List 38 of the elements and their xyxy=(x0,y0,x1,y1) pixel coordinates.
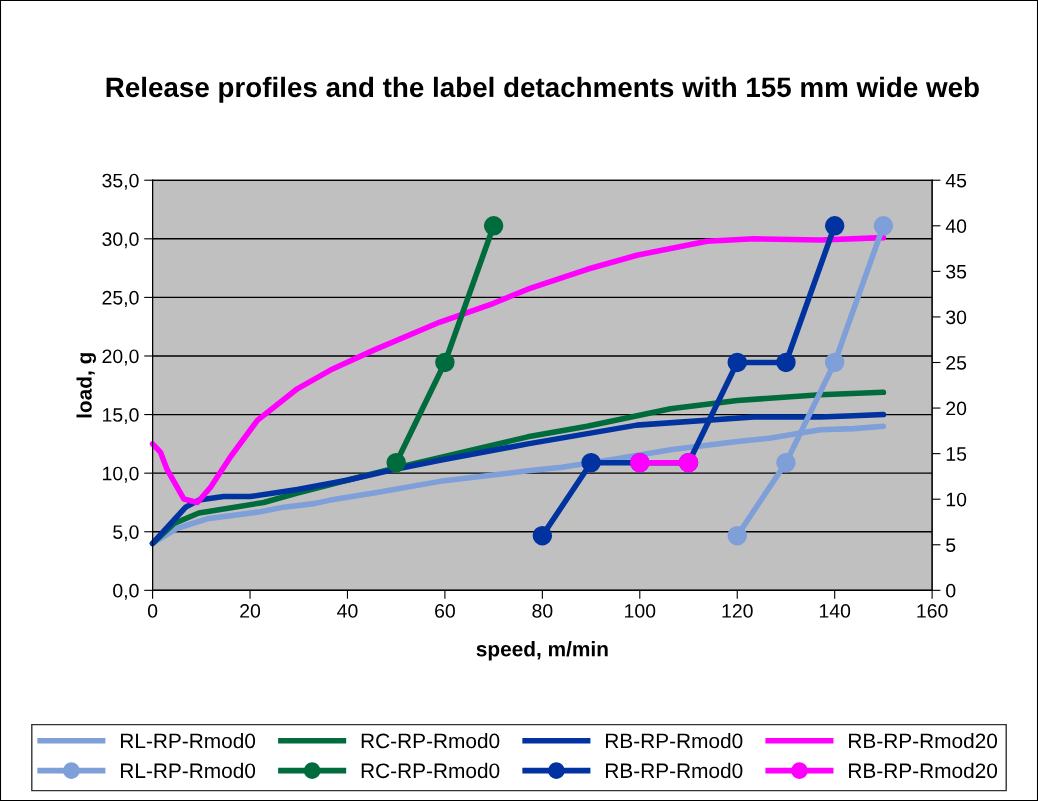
y-axis-title: load, g xyxy=(76,353,96,418)
y-tick-label: 10,0 xyxy=(103,466,139,483)
y-tick-label: 35,0 xyxy=(102,173,139,190)
y2-tick-label: 5 xyxy=(946,538,956,553)
y-tick-label: 30,0 xyxy=(102,232,139,249)
legend-label: RL-RP-Rmod0 xyxy=(121,762,256,779)
x-tick-label: 80 xyxy=(532,604,553,618)
y2-tick-label: 45 xyxy=(945,173,967,188)
x-axis-title: speed, m/min xyxy=(476,641,608,661)
y2-tick-label: 0 xyxy=(946,583,956,598)
x-tick-label: 20 xyxy=(240,604,261,618)
y2-tick-label: 35 xyxy=(946,264,967,279)
legend-label: RC-RP-Rmod0 xyxy=(361,732,500,749)
x-tick-label: 60 xyxy=(435,604,455,618)
y-tick-label: 15,0 xyxy=(103,408,139,425)
y-tick-label: 5,0 xyxy=(113,525,139,542)
y2-tick-label: 20 xyxy=(946,401,967,416)
x-tick-label: 140 xyxy=(819,604,851,618)
x-tick-label: 120 xyxy=(722,604,753,618)
y2-tick-label: 40 xyxy=(945,219,967,234)
x-tick-label: 0 xyxy=(147,604,158,618)
legend-label: RB-RP-Rmod20 xyxy=(849,732,998,749)
legend-label: RC-RP-Rmod0 xyxy=(361,762,500,779)
y2-tick-label: 10 xyxy=(946,492,967,507)
y-tick-label: 25,0 xyxy=(102,290,139,307)
legend-label: RB-RP-Rmod20 xyxy=(849,762,998,779)
y2-tick-label: 15 xyxy=(946,447,967,461)
legend-label: RL-RP-Rmod0 xyxy=(121,732,256,749)
y-tick-label: 0,0 xyxy=(113,583,139,600)
x-tick-label: 100 xyxy=(625,604,656,618)
legend-label: RB-RP-Rmod0 xyxy=(606,762,743,779)
y2-tick-label: 30 xyxy=(946,310,967,325)
y-tick-label: 20,0 xyxy=(102,349,139,366)
x-tick-label: 160 xyxy=(917,604,948,618)
x-tick-label: 40 xyxy=(337,604,358,618)
y2-tick-label: 25 xyxy=(946,355,967,370)
legend-label: RB-RP-Rmod0 xyxy=(606,732,743,749)
chart-title: Release profiles and the label detachments with 155 mm wide web xyxy=(106,76,979,103)
